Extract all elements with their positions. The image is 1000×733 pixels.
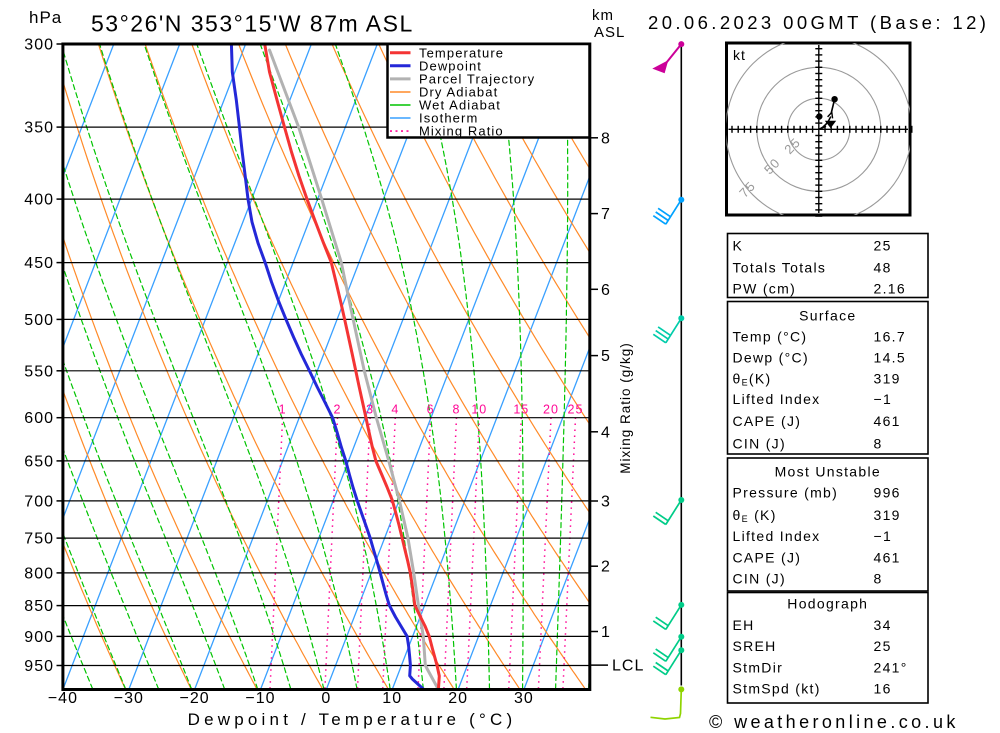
svg-text:241°: 241° <box>874 659 908 675</box>
svg-text:20.06.2023 00GMT (Base: 12): 20.06.2023 00GMT (Base: 12) <box>648 12 989 33</box>
svg-text:461: 461 <box>874 413 901 429</box>
svg-text:Pressure (mb): Pressure (mb) <box>733 485 839 501</box>
svg-text:Dewpoint / Temperature (°C): Dewpoint / Temperature (°C) <box>188 710 517 729</box>
svg-text:K: K <box>733 238 744 254</box>
svg-text:800: 800 <box>24 565 54 582</box>
svg-text:−20: −20 <box>180 690 210 707</box>
svg-text:Parcel Trajectory: Parcel Trajectory <box>419 71 535 86</box>
svg-text:Mixing Ratio: Mixing Ratio <box>419 124 504 139</box>
svg-text:600: 600 <box>24 410 54 427</box>
svg-text:10: 10 <box>471 403 487 417</box>
svg-text:Lifted Index: Lifted Index <box>733 528 821 544</box>
svg-text:CAPE (J): CAPE (J) <box>733 413 802 429</box>
svg-text:700: 700 <box>24 493 54 510</box>
svg-text:PW (cm): PW (cm) <box>733 281 797 297</box>
svg-text:16.7: 16.7 <box>874 329 906 345</box>
svg-text:25: 25 <box>874 638 892 654</box>
svg-text:4: 4 <box>391 403 399 417</box>
svg-text:CIN (J): CIN (J) <box>733 436 786 452</box>
svg-text:8: 8 <box>601 130 611 147</box>
svg-text:6: 6 <box>427 403 435 417</box>
svg-text:Most Unstable: Most Unstable <box>775 464 881 480</box>
svg-text:450: 450 <box>24 255 54 272</box>
svg-text:8: 8 <box>874 436 883 452</box>
svg-text:θE (K): θE (K) <box>733 507 777 524</box>
svg-text:Dry Adiabat: Dry Adiabat <box>419 85 498 100</box>
svg-text:km: km <box>592 7 614 24</box>
svg-text:0: 0 <box>321 690 331 707</box>
svg-text:−30: −30 <box>114 690 144 707</box>
svg-text:2: 2 <box>334 403 342 417</box>
svg-text:ASL: ASL <box>594 24 625 41</box>
svg-text:350: 350 <box>24 120 54 137</box>
svg-text:Dewpoint: Dewpoint <box>419 58 482 73</box>
svg-text:319: 319 <box>874 370 901 386</box>
svg-text:Isotherm: Isotherm <box>419 111 478 126</box>
svg-text:EH: EH <box>733 617 755 633</box>
svg-text:500: 500 <box>24 312 54 329</box>
svg-text:Totals Totals: Totals Totals <box>733 260 827 276</box>
svg-text:CIN (J): CIN (J) <box>733 571 786 587</box>
svg-text:−1: −1 <box>874 528 893 544</box>
svg-text:Dewp (°C): Dewp (°C) <box>733 350 809 366</box>
svg-text:Lifted Index: Lifted Index <box>733 391 821 407</box>
svg-text:StmSpd (kt): StmSpd (kt) <box>733 681 821 697</box>
svg-text:34: 34 <box>874 617 892 633</box>
svg-text:30: 30 <box>514 690 534 707</box>
svg-text:Mixing Ratio (g/kg): Mixing Ratio (g/kg) <box>618 342 633 474</box>
svg-text:kt: kt <box>733 47 746 63</box>
svg-text:−40: −40 <box>48 690 78 707</box>
svg-text:550: 550 <box>24 363 54 380</box>
svg-text:θE(K): θE(K) <box>733 370 772 387</box>
svg-text:1: 1 <box>601 624 611 641</box>
svg-text:950: 950 <box>24 658 54 675</box>
svg-text:996: 996 <box>874 485 901 501</box>
svg-text:Hodograph: Hodograph <box>787 596 868 612</box>
svg-text:14.5: 14.5 <box>874 350 906 366</box>
svg-text:−10: −10 <box>245 690 275 707</box>
svg-text:319: 319 <box>874 507 901 523</box>
svg-text:Temp (°C): Temp (°C) <box>733 329 808 345</box>
svg-text:20: 20 <box>448 690 468 707</box>
svg-text:7: 7 <box>601 206 611 223</box>
svg-text:2: 2 <box>601 559 611 576</box>
svg-text:400: 400 <box>24 192 54 209</box>
svg-text:SREH: SREH <box>733 638 777 654</box>
svg-text:4: 4 <box>601 424 611 441</box>
svg-text:900: 900 <box>24 629 54 646</box>
svg-text:8: 8 <box>874 571 883 587</box>
svg-text:LCL: LCL <box>612 658 644 675</box>
svg-text:CAPE (J): CAPE (J) <box>733 549 802 565</box>
svg-text:15: 15 <box>513 403 529 417</box>
svg-text:10: 10 <box>382 690 402 707</box>
svg-text:16: 16 <box>874 681 892 697</box>
svg-text:25: 25 <box>874 238 892 254</box>
svg-text:−1: −1 <box>874 391 893 407</box>
svg-text:Surface: Surface <box>799 308 856 324</box>
svg-text:25: 25 <box>568 403 584 417</box>
svg-text:300: 300 <box>24 37 54 54</box>
svg-text:3: 3 <box>366 403 374 417</box>
svg-text:© weatheronline.co.uk: © weatheronline.co.uk <box>709 712 959 732</box>
svg-text:Wet Adiabat: Wet Adiabat <box>419 98 501 113</box>
svg-text:48: 48 <box>874 260 892 276</box>
svg-text:3: 3 <box>601 494 611 511</box>
svg-text:53°26'N 353°15'W 87m ASL: 53°26'N 353°15'W 87m ASL <box>91 11 414 37</box>
svg-text:461: 461 <box>874 549 901 565</box>
svg-text:StmDir: StmDir <box>733 659 784 675</box>
svg-text:1: 1 <box>279 403 287 417</box>
svg-text:5: 5 <box>601 348 611 365</box>
svg-text:20: 20 <box>543 403 559 417</box>
svg-text:850: 850 <box>24 598 54 615</box>
svg-text:8: 8 <box>453 403 461 417</box>
svg-text:750: 750 <box>24 531 54 548</box>
svg-text:hPa: hPa <box>29 8 62 27</box>
svg-text:Temperature: Temperature <box>419 45 504 60</box>
svg-text:2.16: 2.16 <box>874 281 906 297</box>
svg-text:650: 650 <box>24 453 54 470</box>
svg-text:6: 6 <box>601 282 611 299</box>
